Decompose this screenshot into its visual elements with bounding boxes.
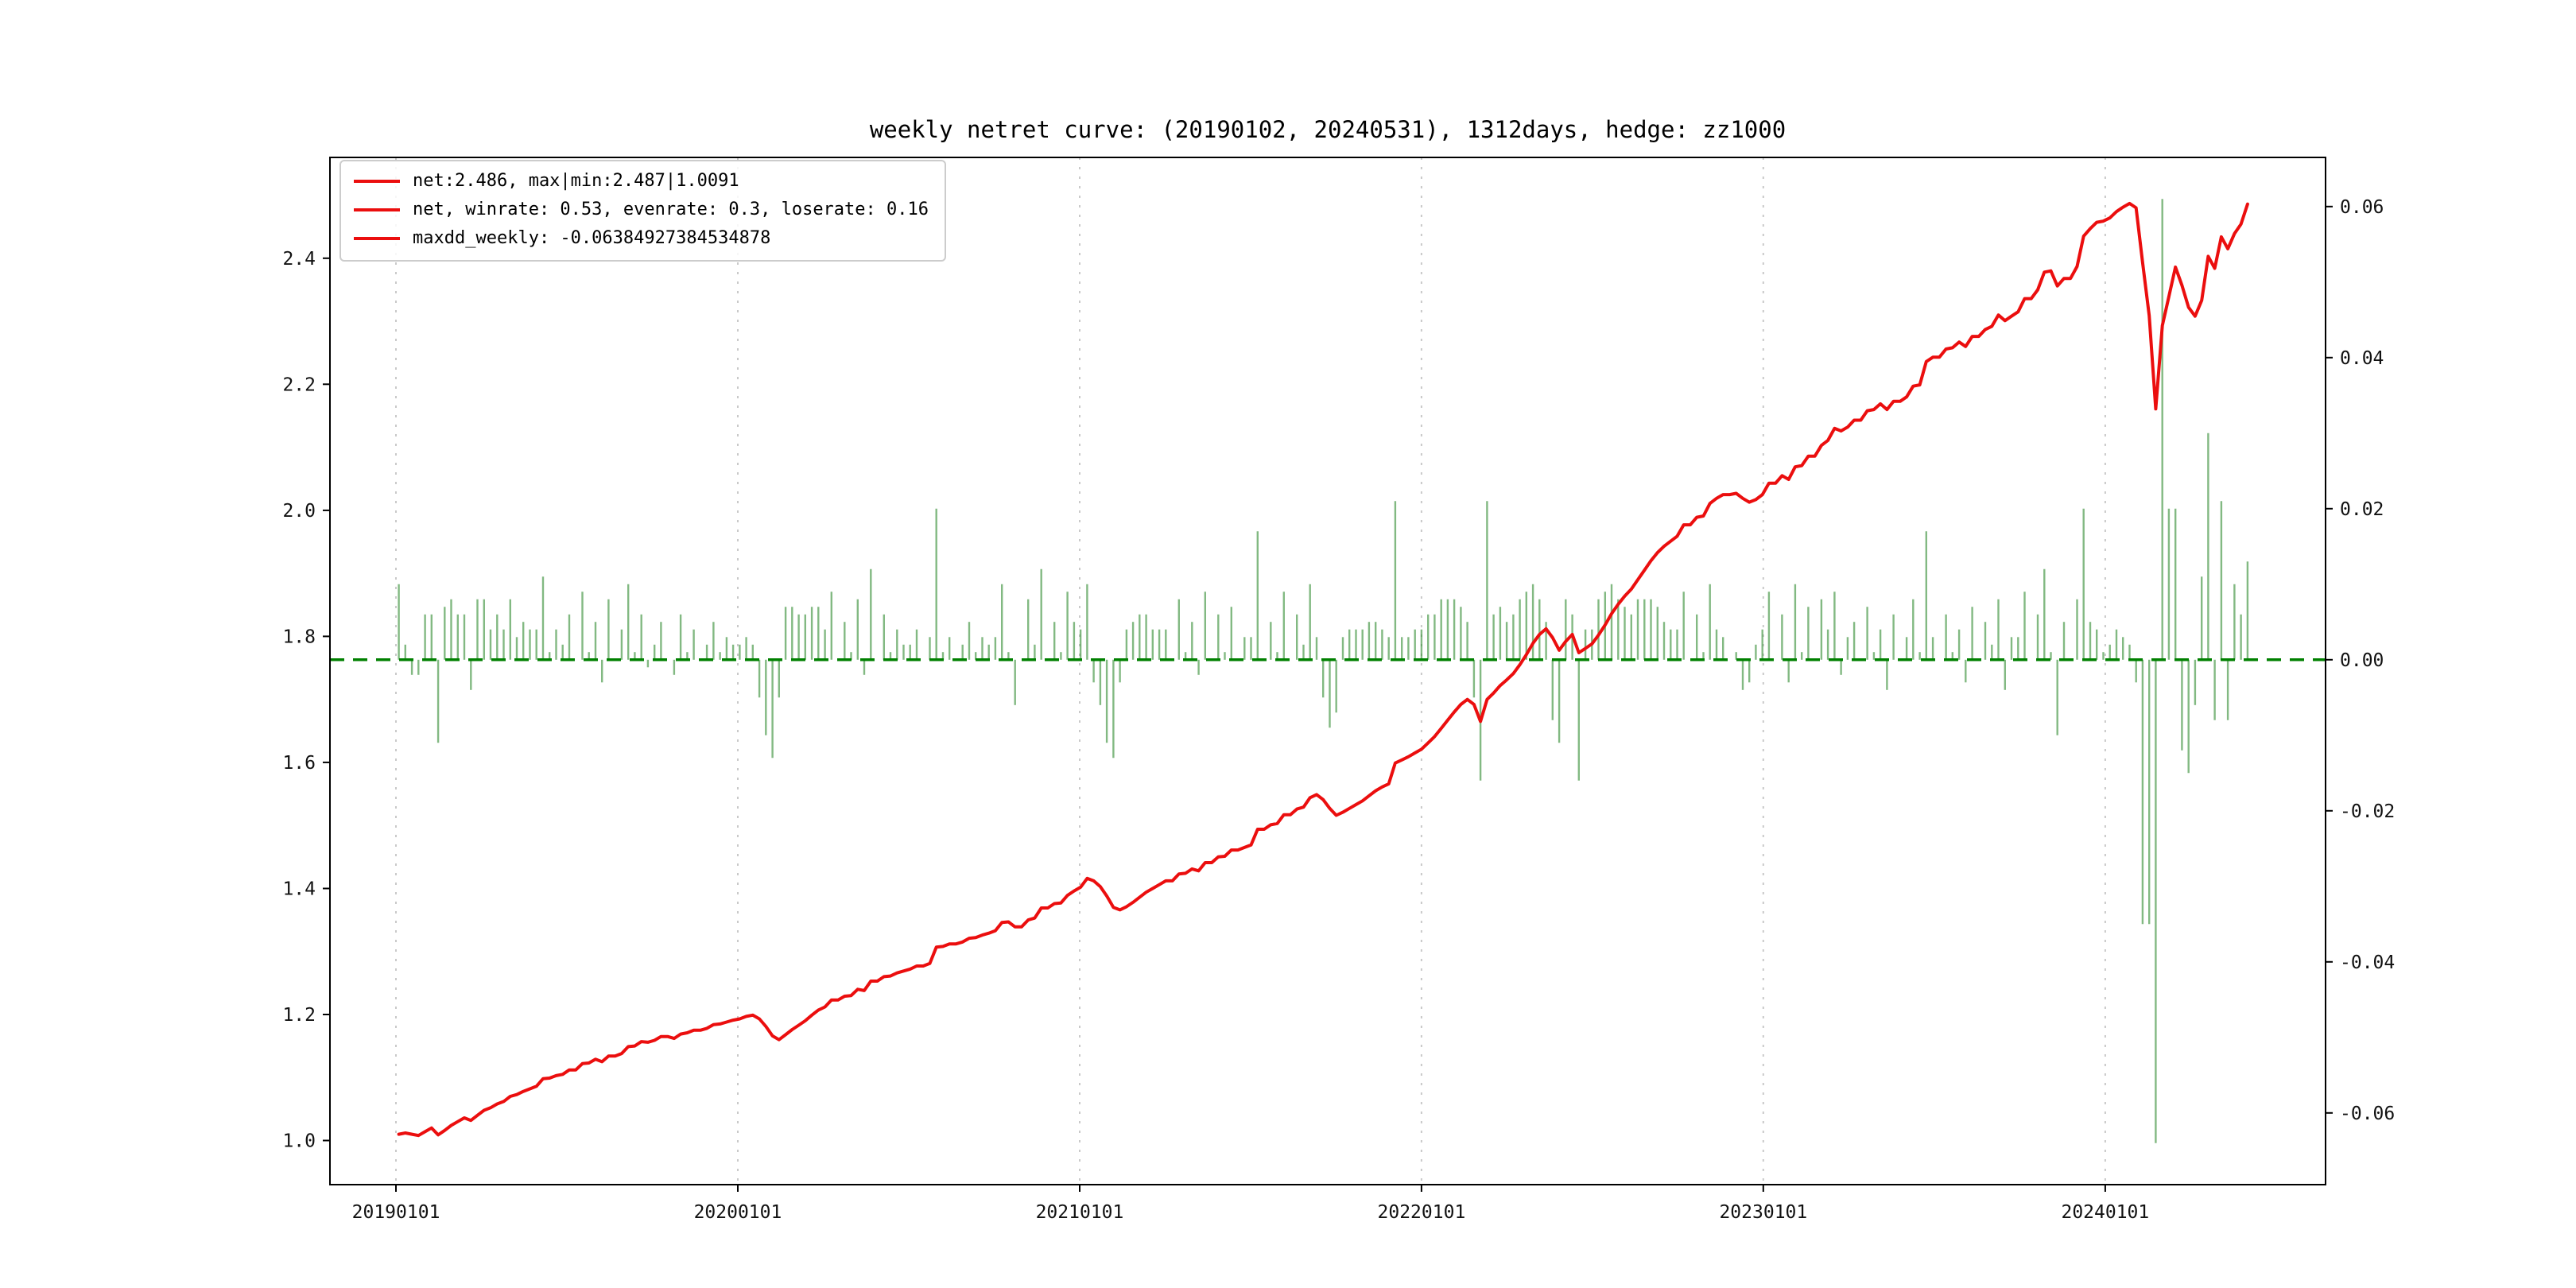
x-tick-label: 20240101 [2061,1202,2149,1223]
legend: net:2.486, max|min:2.487|1.0091 net, win… [339,160,947,262]
x-tick-label: 20200101 [694,1202,782,1223]
left-tick-label: 2.4 [282,249,316,270]
right-tick-label: 0.04 [2340,348,2384,369]
left-tick-label: 1.0 [282,1131,316,1152]
chart-title: weekly netret curve: (20190102, 20240531… [869,116,1787,143]
net-curve [397,201,2249,1138]
right-tick-label: 0.06 [2340,197,2384,218]
net-line-swatch [354,180,400,183]
right-tick-label: 0.00 [2340,650,2384,671]
left-tick-label: 1.4 [282,879,316,899]
axes-frame [329,157,2326,1185]
legend-item-winrate: net, winrate: 0.53, evenrate: 0.3, loser… [354,198,929,222]
right-tick-label: -0.04 [2340,952,2395,973]
right-tick-label: -0.06 [2340,1104,2395,1124]
left-tick-label: 2.0 [282,501,316,522]
legend-label-net-stats: net:2.486, max|min:2.487|1.0091 [413,171,739,191]
winrate-line-swatch [354,208,400,211]
x-tick-label: 20220101 [1378,1202,1466,1223]
legend-label-winrate: net, winrate: 0.53, evenrate: 0.3, loser… [413,200,929,219]
x-tick-label: 20230101 [1719,1202,1807,1223]
right-tick-label: 0.02 [2340,499,2384,520]
x-tick-label: 20190101 [352,1202,440,1223]
left-tick-label: 2.2 [282,374,316,395]
left-tick-label: 1.8 [282,627,316,647]
left-tick-label: 1.6 [282,753,316,774]
legend-item-net-stats: net:2.486, max|min:2.487|1.0091 [354,169,929,193]
left-tick-label: 1.2 [282,1005,316,1026]
x-tick-label: 20210101 [1036,1202,1124,1223]
legend-label-maxdd: maxdd_weekly: -0.06384927384534878 [413,228,771,248]
legend-item-maxdd: maxdd_weekly: -0.06384927384534878 [354,227,929,250]
maxdd-line-swatch [354,237,400,240]
right-tick-label: -0.02 [2340,801,2395,822]
